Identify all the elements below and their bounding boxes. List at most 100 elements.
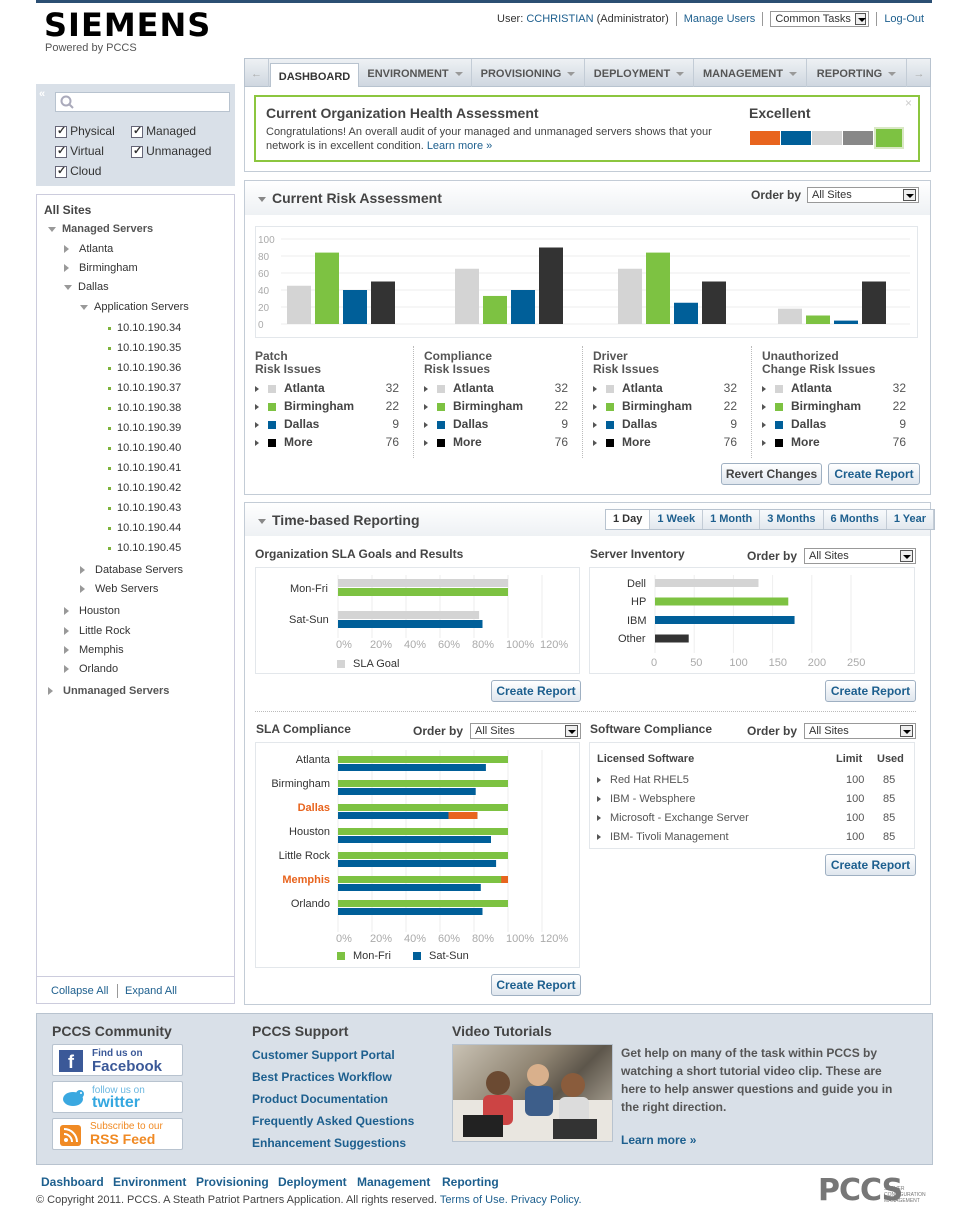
sla-goal-bar[interactable] [338, 611, 480, 619]
software-order-select[interactable]: All Sites [804, 723, 916, 739]
sla-result-bar[interactable] [338, 588, 508, 596]
logout-link[interactable]: Log-Out [884, 13, 925, 25]
risk-legend-item[interactable]: More 76 [255, 435, 405, 449]
risk-legend-item[interactable]: More 76 [762, 435, 912, 449]
software-row[interactable]: IBM- Tivoli Management [597, 831, 729, 843]
revert-changes-button[interactable]: Revert Changes [721, 463, 822, 485]
time-range-button[interactable]: 1 Day [606, 510, 651, 529]
tree-unmanaged-servers[interactable]: Unmanaged Servers [48, 685, 169, 697]
tree-item-houston[interactable]: Houston [64, 605, 120, 617]
common-tasks-dropdown[interactable]: Common Tasks [770, 11, 870, 27]
inventory-bar[interactable] [655, 616, 795, 624]
tab-deployment[interactable]: DEPLOYMENT [585, 59, 694, 87]
tab-provisioning[interactable]: PROVISIONING [472, 59, 585, 87]
tree-item-ip[interactable]: 10.10.190.34 [108, 322, 181, 334]
tree-item-application-servers[interactable]: Application Servers [80, 301, 189, 313]
create-report-button[interactable]: Create Report [491, 680, 581, 702]
twitter-button[interactable]: follow us on twitter [52, 1081, 183, 1113]
tree-item-dallas[interactable]: Dallas [64, 281, 109, 293]
risk-bar[interactable] [287, 285, 311, 324]
time-range-button[interactable]: 6 Months [823, 510, 887, 529]
support-link[interactable]: Product Documentation [252, 1092, 389, 1106]
sla-goal-bar[interactable] [338, 579, 508, 587]
create-report-button[interactable]: Create Report [828, 463, 920, 485]
collapse-all-link[interactable]: Collapse All [51, 985, 109, 997]
sla-monfri-bar[interactable] [338, 780, 508, 787]
expand-all-link[interactable]: Expand All [125, 985, 177, 997]
inventory-order-select[interactable]: All Sites [804, 548, 916, 564]
sla-overflow-bar[interactable] [448, 812, 478, 819]
tree-item-ip[interactable]: 10.10.190.45 [108, 542, 181, 554]
support-link[interactable]: Frequently Asked Questions [252, 1114, 415, 1128]
user-name-link[interactable]: CCHRISTIAN [526, 13, 594, 25]
close-icon[interactable]: × [905, 96, 913, 110]
collapse-arrow-icon[interactable] [258, 518, 266, 528]
risk-legend-item[interactable]: Birmingham 22 [255, 399, 405, 413]
sla-satsun-bar[interactable] [338, 812, 478, 819]
risk-bar[interactable] [646, 252, 670, 324]
sla-satsun-bar[interactable] [338, 836, 491, 843]
footer-nav-link[interactable]: Deployment [278, 1175, 347, 1189]
sla-monfri-bar[interactable] [338, 900, 508, 907]
tree-managed-servers[interactable]: Managed Servers [48, 223, 153, 235]
create-report-button[interactable]: Create Report [491, 974, 581, 996]
footer-nav-link[interactable]: Provisioning [196, 1175, 269, 1189]
risk-legend-item[interactable]: Dallas 9 [424, 417, 574, 431]
tree-item-ip[interactable]: 10.10.190.44 [108, 522, 181, 534]
risk-legend-item[interactable]: Dallas 9 [255, 417, 405, 431]
tab-scroll-right-icon[interactable]: → [913, 68, 925, 80]
footer-nav-link[interactable]: Environment [113, 1175, 187, 1189]
time-range-button[interactable]: 1 Year [886, 510, 935, 529]
sla-monfri-bar[interactable] [338, 876, 508, 883]
facebook-button[interactable]: f Find us on Facebook [52, 1044, 183, 1076]
risk-legend-item[interactable]: Birmingham 22 [762, 399, 912, 413]
risk-legend-item[interactable]: Atlanta 32 [593, 381, 743, 395]
sla-overflow-bar[interactable] [501, 876, 508, 883]
risk-legend-item[interactable]: More 76 [593, 435, 743, 449]
risk-bar[interactable] [674, 302, 698, 324]
risk-bar[interactable] [483, 295, 507, 324]
video-learn-more-link[interactable]: Learn more » [621, 1133, 697, 1147]
terms-link[interactable]: Terms of Use. [439, 1194, 508, 1206]
footer-nav-link[interactable]: Dashboard [41, 1175, 104, 1189]
tree-item-ip[interactable]: 10.10.190.42 [108, 482, 181, 494]
privacy-link[interactable]: Privacy Policy. [510, 1194, 582, 1206]
risk-bar[interactable] [618, 268, 642, 324]
inventory-bar[interactable] [655, 597, 789, 606]
tree-item-little-rock[interactable]: Little Rock [64, 625, 130, 637]
tree-item-ip[interactable]: 10.10.190.38 [108, 402, 181, 414]
time-range-button[interactable]: 1 Week [650, 510, 704, 529]
sla-satsun-bar[interactable] [338, 788, 476, 795]
risk-bar[interactable] [834, 320, 858, 324]
risk-bar[interactable] [539, 247, 563, 325]
rss-button[interactable]: Subscribe to our RSS Feed [52, 1118, 183, 1150]
risk-legend-item[interactable]: Atlanta 32 [424, 381, 574, 395]
manage-users-link[interactable]: Manage Users [683, 13, 756, 25]
risk-bar[interactable] [702, 281, 726, 325]
sla-monfri-bar[interactable] [338, 828, 508, 835]
risk-bar[interactable] [806, 315, 830, 325]
collapse-sidebar-icon[interactable]: « [39, 88, 46, 100]
checkbox-virtual[interactable]: Virtual [55, 144, 104, 159]
tree-item-memphis[interactable]: Memphis [64, 644, 124, 656]
search-input[interactable] [55, 92, 230, 112]
video-thumbnail[interactable] [452, 1044, 613, 1142]
tree-item-web-servers[interactable]: Web Servers [80, 583, 158, 595]
risk-legend-item[interactable]: Dallas 9 [593, 417, 743, 431]
collapse-arrow-icon[interactable] [258, 196, 266, 206]
checkbox-managed[interactable]: Managed [131, 124, 196, 139]
sla-satsun-bar[interactable] [338, 764, 486, 771]
risk-order-select[interactable]: All Sites [807, 187, 919, 203]
tree-item-ip[interactable]: 10.10.190.39 [108, 422, 181, 434]
risk-legend-item[interactable]: Atlanta 32 [255, 381, 405, 395]
sla-satsun-bar[interactable] [338, 884, 481, 891]
tree-item-orlando[interactable]: Orlando [64, 663, 118, 675]
support-link[interactable]: Best Practices Workflow [252, 1070, 392, 1084]
footer-nav-link[interactable]: Management [357, 1175, 431, 1189]
inventory-bar[interactable] [655, 579, 759, 587]
tab-dashboard[interactable]: DASHBOARD [270, 63, 359, 88]
time-range-button[interactable]: 3 Months [760, 510, 824, 529]
inventory-bar[interactable] [655, 634, 689, 643]
risk-bar[interactable] [315, 252, 339, 324]
tree-item-ip[interactable]: 10.10.190.36 [108, 362, 181, 374]
